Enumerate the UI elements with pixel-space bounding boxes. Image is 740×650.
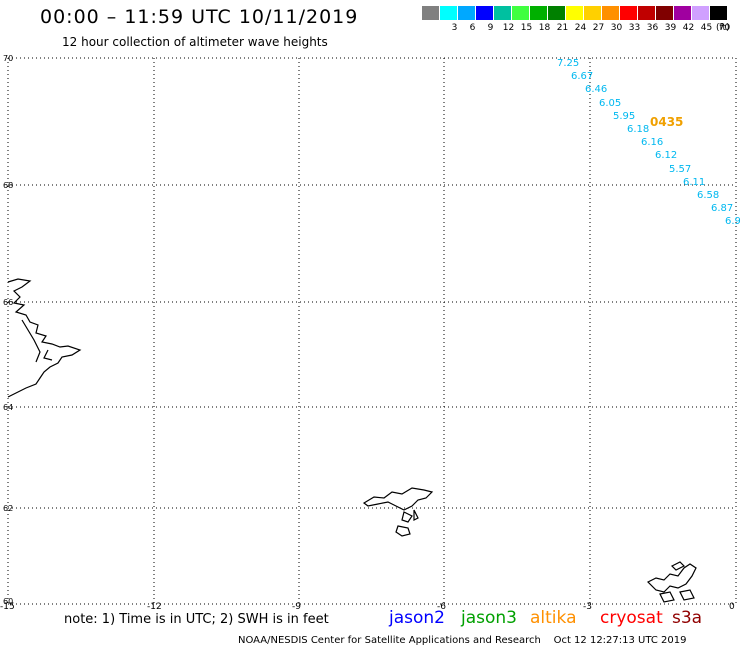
legend-label: 45 [700,23,713,33]
wave-height-value: 6.16 [641,137,664,149]
wave-height-value: 6.05 [599,97,622,109]
legend-swatch [476,6,493,20]
legend-swatch [530,6,547,20]
legend-label: 3 [451,23,458,33]
lon-tick-label: -3 [583,602,592,612]
lon-tick-label: -9 [292,602,301,612]
lat-tick-label: 66 [3,298,14,307]
legend-label: 15 [520,23,533,33]
map-subtitle: 12 hour collection of altimeter wave hei… [62,35,328,49]
legend-label: 21 [556,23,569,33]
satellite-name: jason3 [461,608,517,628]
legend-label: 6 [469,23,476,33]
credit-line: NOAA/NESDIS Center for Satellite Applica… [238,635,687,646]
wave-height-value: 6.12 [655,150,678,162]
footer-note: note: 1) Time is in UTC; 2) SWH is in fe… [64,612,329,627]
satellite-name: jason2 [389,608,445,628]
lat-tick-label: 68 [3,181,14,190]
satellite-name: s3a [672,608,703,628]
wave-height-value: 5.95 [613,110,636,122]
legend-swatch [566,6,583,20]
lat-tick-label: 70 [3,54,14,63]
legend-swatch [584,6,601,20]
lat-tick-label: 60 [3,597,14,606]
wave-height-value: 6.18 [627,124,650,135]
wave-height-value: 7.25 [557,58,580,69]
wave-height-value: 6.9 [725,216,740,228]
pass-time-label: 0435 [650,115,684,129]
credit-text: NOAA/NESDIS Center for Satellite Applica… [238,635,541,646]
legend-label: 33 [628,23,641,33]
legend-label: 27 [592,23,605,33]
lon-tick-label: -12 [147,602,162,612]
lat-tick-label: 62 [3,504,14,513]
lat-tick-label: 64 [3,403,14,412]
legend-label: 30 [610,23,623,33]
legend-swatch [440,6,457,20]
legend-label: 12 [502,23,515,33]
lon-tick-label: 0 [729,602,735,612]
wave-height-value: 6.11 [683,176,706,188]
legend-label: 9 [487,23,494,33]
wave-height-value: 5.57 [669,163,692,175]
legend-label: 18 [538,23,551,33]
wave-height-value: 6.67 [571,71,594,83]
legend-label: 70 [718,23,731,33]
wave-height-value: 6.87 [711,203,734,215]
legend-swatch [638,6,655,20]
legend-label: 24 [574,23,587,33]
wave-height-value: 6.58 [697,190,720,201]
coastline [7,278,697,603]
generated-timestamp: Oct 12 12:27:13 UTC 2019 [553,635,687,646]
legend-swatch [548,6,565,20]
legend-swatch [656,6,673,20]
legend-swatch [692,6,709,20]
map-title: 00:00 – 11:59 UTC 10/11/2019 [40,6,359,28]
legend-label: 36 [646,23,659,33]
satellite-name: altika [530,608,577,628]
legend-swatch [620,6,637,20]
legend-swatch [494,6,511,20]
legend-swatch [710,6,727,20]
legend-swatch [458,6,475,20]
satellite-name: cryosat [600,608,663,628]
lon-tick-label: -6 [437,602,446,612]
lon-tick-label: -15 [0,602,15,612]
legend-label: 42 [682,23,695,33]
legend-label: 39 [664,23,677,33]
lat-lon-grid [7,57,737,605]
legend-swatch [674,6,691,20]
legend-swatch [512,6,529,20]
wave-height-value: 6.46 [585,84,608,96]
legend-swatch [422,6,439,20]
legend-swatch [602,6,619,20]
legend-unit: (ft) [716,23,730,33]
